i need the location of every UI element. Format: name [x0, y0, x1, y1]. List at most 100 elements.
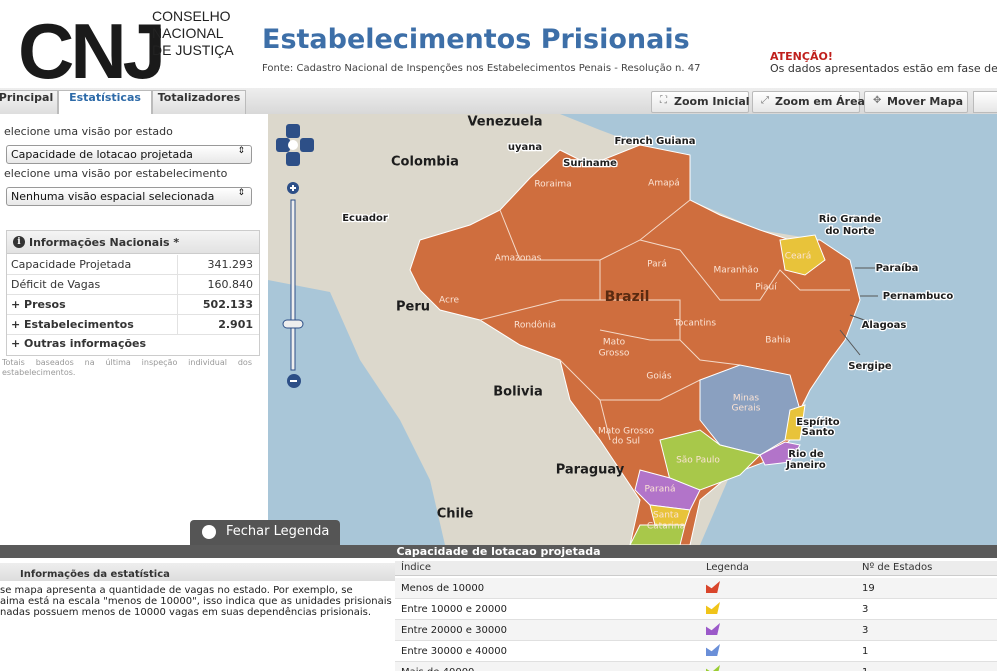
toolbar-icon: ✥: [873, 95, 881, 106]
toolbar-button[interactable]: [973, 91, 997, 113]
select-label: elecione uma visão por estabelecimento: [4, 167, 227, 180]
map-label: Maranhão: [714, 266, 759, 276]
legend-button[interactable]: Fechar Legenda: [190, 520, 340, 545]
row-count: 3: [862, 604, 868, 615]
map-label: Pernambuco: [883, 291, 954, 302]
row-label: + Presos: [11, 298, 66, 311]
info-title: Informações Nacionais *: [29, 236, 179, 249]
toolbar-icon: ⛶: [660, 95, 667, 106]
map-label: Amapá: [648, 179, 680, 189]
info-icon: i: [13, 236, 25, 248]
info-text: nadas possuem menos de 10000 vagas em su…: [0, 607, 371, 618]
map-label: Acre: [439, 296, 459, 306]
map-label: Chile: [437, 507, 474, 522]
map-label: Rio de: [788, 449, 824, 460]
row-divider: [177, 315, 178, 334]
map-label: Bahia: [765, 336, 790, 346]
map-label: Gerais: [732, 404, 761, 414]
state-select[interactable]: Capacidade de lotacao projetada⇕: [6, 145, 252, 164]
map-label: do Norte: [825, 226, 874, 237]
column-header: Nº de Estados: [862, 562, 932, 573]
map-label: São Paulo: [676, 456, 720, 466]
org-line: DE JUSTIÇA: [152, 42, 234, 59]
column-header: Índice: [401, 562, 431, 573]
row-value: 341.293: [208, 258, 254, 271]
facility-select[interactable]: Nenhuma visão espacial selecionada⇕: [6, 187, 252, 206]
row-count: 19: [862, 583, 875, 594]
tab[interactable]: Totalizadores: [152, 90, 246, 115]
info-title: Informações da estatística: [20, 569, 170, 580]
row-index: Entre 10000 e 20000: [401, 604, 507, 615]
map-label: Piauí: [755, 283, 777, 293]
logo: CNJ: [18, 6, 162, 97]
row-count: 1: [862, 646, 868, 657]
row-value: 502.133: [203, 298, 253, 311]
source: Fonte: Cadastro Nacional de Inspenções n…: [262, 63, 700, 74]
map-label: uyana: [508, 142, 542, 153]
select-arrow: ⇕: [237, 188, 245, 198]
map-label: Paraguay: [556, 463, 625, 478]
legend-panel: Capacidade de lotacao projetada Informaç…: [0, 545, 997, 671]
map-label: Mato: [603, 338, 626, 348]
note: Totais baseados na última inspeção indiv…: [2, 358, 252, 378]
row-index: Entre 30000 e 40000: [401, 646, 507, 657]
map-label: Colombia: [391, 155, 459, 170]
map-label: Grosso: [599, 349, 630, 359]
map-label: Rondônia: [514, 320, 556, 331]
map-label: Amazonas: [495, 254, 542, 264]
map-label: Sergipe: [848, 361, 892, 372]
toolbar-button[interactable]: ⛶ Zoom Inicial: [651, 91, 749, 113]
row-value: 160.840: [208, 278, 254, 291]
org-line: CONSELHO: [152, 8, 234, 25]
map-label: do Sul: [612, 437, 640, 447]
map-label: Roraima: [534, 180, 571, 190]
map-label: Alagoas: [862, 320, 907, 331]
warning-text: Os dados apresentados estão em fase de h…: [770, 62, 997, 75]
toolbar-button[interactable]: ⤢Zoom em Área: [752, 91, 860, 113]
tab[interactable]: Estatísticas: [58, 90, 152, 115]
map-label: Venezuela: [467, 115, 542, 130]
legend-title: Capacidade de lotacao projetada: [0, 545, 997, 558]
map-label: Tocantins: [673, 319, 716, 329]
info-text: aima está na escala "menos de 10000", is…: [0, 596, 392, 607]
sidebar: elecione uma visão por estado Capacidade …: [0, 114, 268, 545]
map-label: French Guiana: [615, 136, 696, 147]
more-info[interactable]: + Outras informações: [11, 337, 146, 350]
tab[interactable]: Principal: [0, 90, 58, 115]
map-label: Rio Grande: [819, 214, 882, 225]
row-count: 3: [862, 625, 868, 636]
map-label: Ceará: [785, 252, 812, 262]
map-label: Janeiro: [785, 460, 826, 471]
map-label: Peru: [396, 300, 430, 315]
map-label: Santa: [653, 511, 679, 521]
map-label: Catarina: [647, 522, 685, 532]
row-index: Mais de 40000: [401, 667, 474, 671]
table-row: [395, 578, 997, 599]
map-label: Pará: [647, 260, 667, 270]
row-index: Menos de 10000: [401, 583, 484, 594]
row-label: + Estabelecimentos: [11, 318, 134, 331]
column-header: Legenda: [706, 562, 749, 573]
map-label: Bolivia: [493, 385, 542, 400]
map-label: Ecuador: [342, 213, 388, 224]
map-label: Brazil: [605, 289, 650, 305]
row-label: Déficit de Vagas: [11, 278, 100, 291]
map-label: Paraná: [645, 485, 676, 495]
map-label: Santo: [802, 427, 835, 438]
row-value: 2.901: [218, 318, 253, 331]
map-label: Paraíba: [876, 262, 919, 274]
legend-button-label: Fechar Legenda: [226, 524, 329, 539]
select-arrow: ⇕: [237, 146, 245, 156]
toolbar-button[interactable]: ✥Mover Mapa: [864, 91, 968, 113]
row-divider: [177, 295, 178, 314]
org-line: NACIONAL: [152, 25, 234, 42]
row-label: Capacidade Projetada: [11, 258, 131, 271]
table-row: [395, 662, 997, 671]
toolbar-label: Zoom Inicial: [674, 95, 750, 108]
page-title: Estabelecimentos Prisionais: [262, 24, 690, 55]
select-label: elecione uma visão por estado: [4, 125, 173, 138]
info-box: i Informações Nacionais * Capacidade Proje…: [6, 230, 260, 356]
info-text: se mapa apresenta a quantidade de vagas …: [0, 585, 353, 596]
